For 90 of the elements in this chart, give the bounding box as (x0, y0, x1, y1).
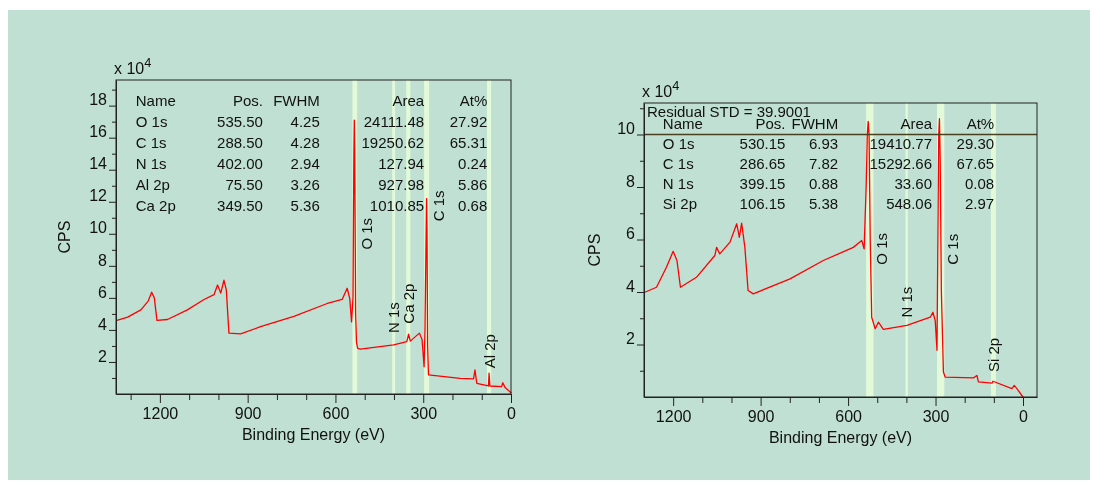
x-tick-label: 600 (322, 405, 350, 422)
annotation: Area (392, 92, 425, 109)
y-tick-label: 10 (89, 219, 108, 237)
y-tick-label: 8 (98, 251, 108, 269)
band-label: Si 2p (984, 337, 1002, 373)
band-label: C 1s (430, 190, 448, 222)
text: x 10$^{4}$ (642, 77, 680, 100)
annotation: 2.97 (964, 195, 995, 212)
x-tick-label: 0 (507, 405, 517, 422)
x-tick-label: 0 (1019, 408, 1029, 425)
annotation: 4.25 (290, 113, 320, 130)
annotation: At% (966, 115, 995, 132)
annotation: Residual STD = 39.9001 (647, 103, 811, 120)
x-tick-label: 300 (922, 408, 950, 425)
annotation: 75.50 (225, 176, 263, 193)
annotation: 65.31 (449, 134, 488, 151)
annotation: 127.94 (378, 155, 425, 172)
x-tick-label: 900 (747, 408, 775, 425)
y-tick-label: 12 (89, 187, 108, 205)
y-tick-label: 4 (626, 277, 636, 295)
annotation: Ca 2p (135, 197, 176, 214)
annotation: 535.50 (217, 113, 263, 130)
y-axis-title: CPS (586, 233, 603, 267)
annotation: N 1s (662, 175, 694, 192)
annotation: 399.15 (739, 175, 786, 192)
annotation: 927.98 (378, 176, 425, 193)
annotation: 5.36 (290, 197, 320, 214)
y-axis-title: CPS (56, 220, 73, 254)
x-tick-label: 1200 (142, 405, 179, 422)
band-label: N 1s (898, 286, 916, 318)
y-tick-label: 16 (89, 123, 108, 141)
annotation: 106.15 (739, 195, 786, 212)
annotation: At% (459, 92, 488, 109)
annotation: FWHM (273, 92, 320, 109)
y-tick-label: 8 (626, 172, 636, 190)
x-axis-title: Binding Energy (eV) (241, 426, 386, 443)
annotation: 288.50 (217, 134, 263, 151)
y-tick-label: 2 (98, 347, 108, 365)
annotation: 2.94 (290, 155, 320, 172)
y-tick-label: 6 (98, 283, 108, 301)
text: x 10$^{4}$ (114, 54, 152, 77)
y-tick-label: 6 (626, 225, 636, 243)
band-label: O 1s (873, 233, 891, 265)
band-label: C 1s (944, 233, 962, 265)
annotation: 4.28 (290, 134, 320, 151)
annotation: 548.06 (886, 195, 933, 212)
annotation: 0.88 (808, 175, 839, 192)
annotation: 19410.77 (869, 135, 933, 152)
annotation: 29.30 (956, 135, 995, 152)
annotation: O 1s (135, 113, 168, 130)
annotation: Si 2p (662, 195, 698, 212)
x-axis-title: Binding Energy (eV) (768, 429, 913, 446)
annotation: 33.60 (894, 175, 933, 192)
annotation: C 1s (135, 134, 167, 151)
annotation: 0.08 (964, 175, 995, 192)
annotation: 5.86 (458, 176, 488, 193)
y-tick-label: 18 (89, 91, 108, 109)
annotation: 15292.66 (869, 155, 933, 172)
y-tick-label: 4 (98, 315, 108, 333)
y-tick-label: 14 (89, 155, 108, 173)
annotation: 402.00 (217, 155, 263, 172)
x-tick-label: 300 (410, 405, 438, 422)
annotation: N 1s (135, 155, 167, 172)
annotation: 27.92 (449, 113, 488, 130)
annotation: 5.38 (808, 195, 839, 212)
annotation: 349.50 (217, 197, 263, 214)
x-tick-label: 1200 (655, 408, 692, 425)
annotation: 3.26 (290, 176, 320, 193)
annotation: 19250.62 (361, 134, 425, 151)
x-tick-label: 600 (835, 408, 863, 425)
annotation: 1010.85 (369, 197, 425, 214)
annotation: Pos. (232, 92, 263, 109)
annotation: C 1s (662, 155, 694, 172)
annotation: Al 2p (135, 176, 170, 193)
x-tick-label: 900 (234, 405, 262, 422)
annotation: 67.65 (956, 155, 995, 172)
annotation: 286.65 (739, 155, 786, 172)
annotation: Name (135, 92, 176, 109)
y-tick-label: 2 (626, 330, 636, 348)
annotation: O 1s (662, 135, 695, 152)
annotation: 0.68 (458, 197, 488, 214)
annotation: Area (900, 115, 933, 132)
annotation: 530.15 (739, 135, 786, 152)
annotation: 6.93 (808, 135, 839, 152)
band-label: Al 2p (480, 334, 498, 369)
y-tick-label: 10 (617, 120, 636, 138)
annotation: 7.82 (808, 155, 839, 172)
annotation: 24111.48 (363, 113, 425, 130)
annotation: 0.24 (458, 155, 488, 172)
band-label: O 1s (358, 217, 376, 250)
